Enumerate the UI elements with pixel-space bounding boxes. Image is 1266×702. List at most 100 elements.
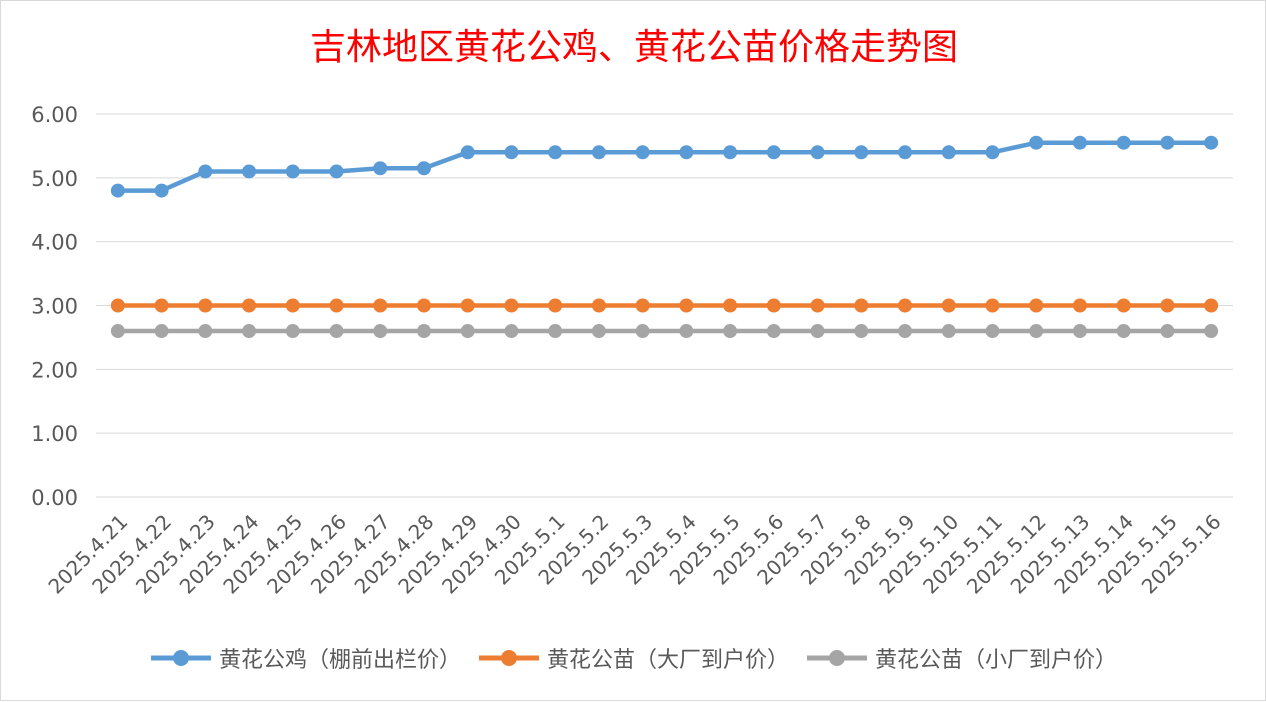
data-point xyxy=(373,324,388,339)
data-point xyxy=(941,298,956,313)
data-point xyxy=(1204,135,1219,150)
legend-swatch xyxy=(807,650,867,666)
data-point xyxy=(198,298,213,313)
data-point xyxy=(985,145,1000,160)
data-point xyxy=(723,298,738,313)
data-point xyxy=(679,145,694,160)
y-tick-label: 2.00 xyxy=(31,358,78,382)
data-point xyxy=(242,324,257,339)
data-point xyxy=(854,298,869,313)
data-point xyxy=(941,145,956,160)
y-tick-label: 1.00 xyxy=(31,422,78,446)
data-point xyxy=(766,298,781,313)
data-point xyxy=(635,145,650,160)
data-point xyxy=(1029,324,1044,339)
data-point xyxy=(766,145,781,160)
legend-label: 黄花公苗（小厂到户价） xyxy=(875,648,1118,673)
legend-item: 黄花公鸡（棚前出栏价） xyxy=(150,642,461,674)
data-point xyxy=(198,164,213,179)
data-point xyxy=(810,298,825,313)
data-point xyxy=(854,145,869,160)
data-point xyxy=(854,324,869,339)
data-point xyxy=(898,298,913,313)
data-point xyxy=(635,298,650,313)
data-point xyxy=(548,145,563,160)
y-tick-label: 0.00 xyxy=(31,486,78,510)
data-point xyxy=(766,324,781,339)
data-point xyxy=(285,298,300,313)
data-point xyxy=(110,324,125,339)
data-point xyxy=(460,298,475,313)
y-tick-label: 5.00 xyxy=(31,167,78,191)
data-point xyxy=(416,161,431,176)
data-point xyxy=(110,298,125,313)
data-point xyxy=(1072,298,1087,313)
data-point xyxy=(679,298,694,313)
data-point xyxy=(898,324,913,339)
data-point xyxy=(679,324,694,339)
data-point xyxy=(154,324,169,339)
data-point xyxy=(416,324,431,339)
y-tick-label: 6.00 xyxy=(31,103,78,127)
legend-marker xyxy=(829,650,845,666)
legend-marker xyxy=(500,650,517,666)
data-point xyxy=(985,298,1000,313)
data-point xyxy=(1116,324,1131,339)
data-point xyxy=(198,324,213,339)
data-point xyxy=(985,324,1000,339)
data-point xyxy=(329,298,344,313)
data-point xyxy=(723,324,738,339)
data-point xyxy=(591,324,606,339)
data-point xyxy=(941,324,956,339)
data-point xyxy=(329,164,344,179)
legend-swatch xyxy=(478,650,539,666)
data-point xyxy=(723,145,738,160)
chart-title: 吉林地区黄花公鸡、黄花公苗价格走势图 xyxy=(309,27,958,68)
data-point xyxy=(285,324,300,339)
data-point xyxy=(1072,135,1087,150)
data-point xyxy=(810,145,825,160)
data-point xyxy=(242,164,257,179)
data-point xyxy=(1204,298,1219,313)
data-point xyxy=(110,183,125,198)
data-point xyxy=(1116,298,1131,313)
data-point xyxy=(416,298,431,313)
data-point xyxy=(548,324,563,339)
data-point xyxy=(154,183,169,198)
data-point xyxy=(810,324,825,339)
series-line xyxy=(117,140,1212,193)
data-point xyxy=(635,324,650,339)
data-point xyxy=(460,324,475,339)
legend-item: 黄花公苗（大厂到户价） xyxy=(478,642,789,674)
data-point xyxy=(504,145,519,160)
data-point xyxy=(504,324,519,339)
data-point xyxy=(1204,324,1219,339)
data-point xyxy=(242,298,257,313)
legend-item: 黄花公苗（小厂到户价） xyxy=(807,642,1117,674)
legend-marker xyxy=(172,650,189,666)
data-point xyxy=(591,145,606,160)
y-tick-label: 3.00 xyxy=(31,295,78,319)
data-point xyxy=(591,298,606,313)
legend: 黄花公鸡（棚前出栏价） 黄花公苗（大厂到户价） 黄花公苗（小厂到户价） xyxy=(1,638,1266,678)
legend-label: 黄花公苗（大厂到户价） xyxy=(546,648,789,673)
data-point xyxy=(1160,298,1175,313)
data-point xyxy=(1029,135,1044,150)
data-point xyxy=(1029,298,1044,313)
data-point xyxy=(329,324,344,339)
data-point xyxy=(548,298,563,313)
data-point xyxy=(898,145,913,160)
data-point xyxy=(1160,135,1175,150)
data-point xyxy=(1160,324,1175,339)
data-point xyxy=(1072,324,1087,339)
data-point xyxy=(285,164,300,179)
y-tick-label: 4.00 xyxy=(31,231,78,255)
data-point xyxy=(504,298,519,313)
data-point xyxy=(373,298,388,313)
legend-swatch xyxy=(150,650,211,666)
data-point xyxy=(154,298,169,313)
data-point xyxy=(1116,135,1131,150)
data-point xyxy=(460,145,475,160)
